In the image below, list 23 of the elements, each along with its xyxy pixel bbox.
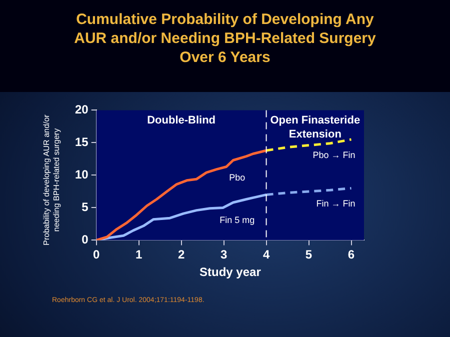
x-tick-label: 4 [262,248,270,262]
line-series [265,186,353,196]
series-label: Fin → Fin [316,198,356,209]
y-tick-label: 0 [82,232,89,247]
x-axis-title: Study year [199,265,262,280]
x-tick-label: 6 [348,248,355,262]
annotation: Open Finasteride Extension [270,114,360,141]
x-tick-label: 2 [178,248,185,262]
series-label: Pbo [229,172,246,183]
x-tick-label: 1 [135,248,142,262]
y-tick-label: 10 [74,168,89,182]
y-tick-label: 5 [82,200,89,214]
chart-title: Cumulative Probability of Developing Any AUR and/or Needing BPH-Related Surgery Over 6 Years [73,10,377,67]
annotation: Double-Blind [147,114,216,127]
y-tick-label: 15 [74,135,89,150]
x-tick-label: 5 [305,248,312,262]
x-tick-label: 3 [220,248,228,262]
series-label: Fin 5 mg [220,214,255,225]
y-axis-title: Probability of developing AUR and/or needing BPH-related surgery [42,114,62,248]
x-tick-label: 0 [93,248,100,262]
y-tick-label: 20 [74,102,89,117]
series-label: Pbo → Fin [312,150,356,160]
line-series [265,138,353,152]
